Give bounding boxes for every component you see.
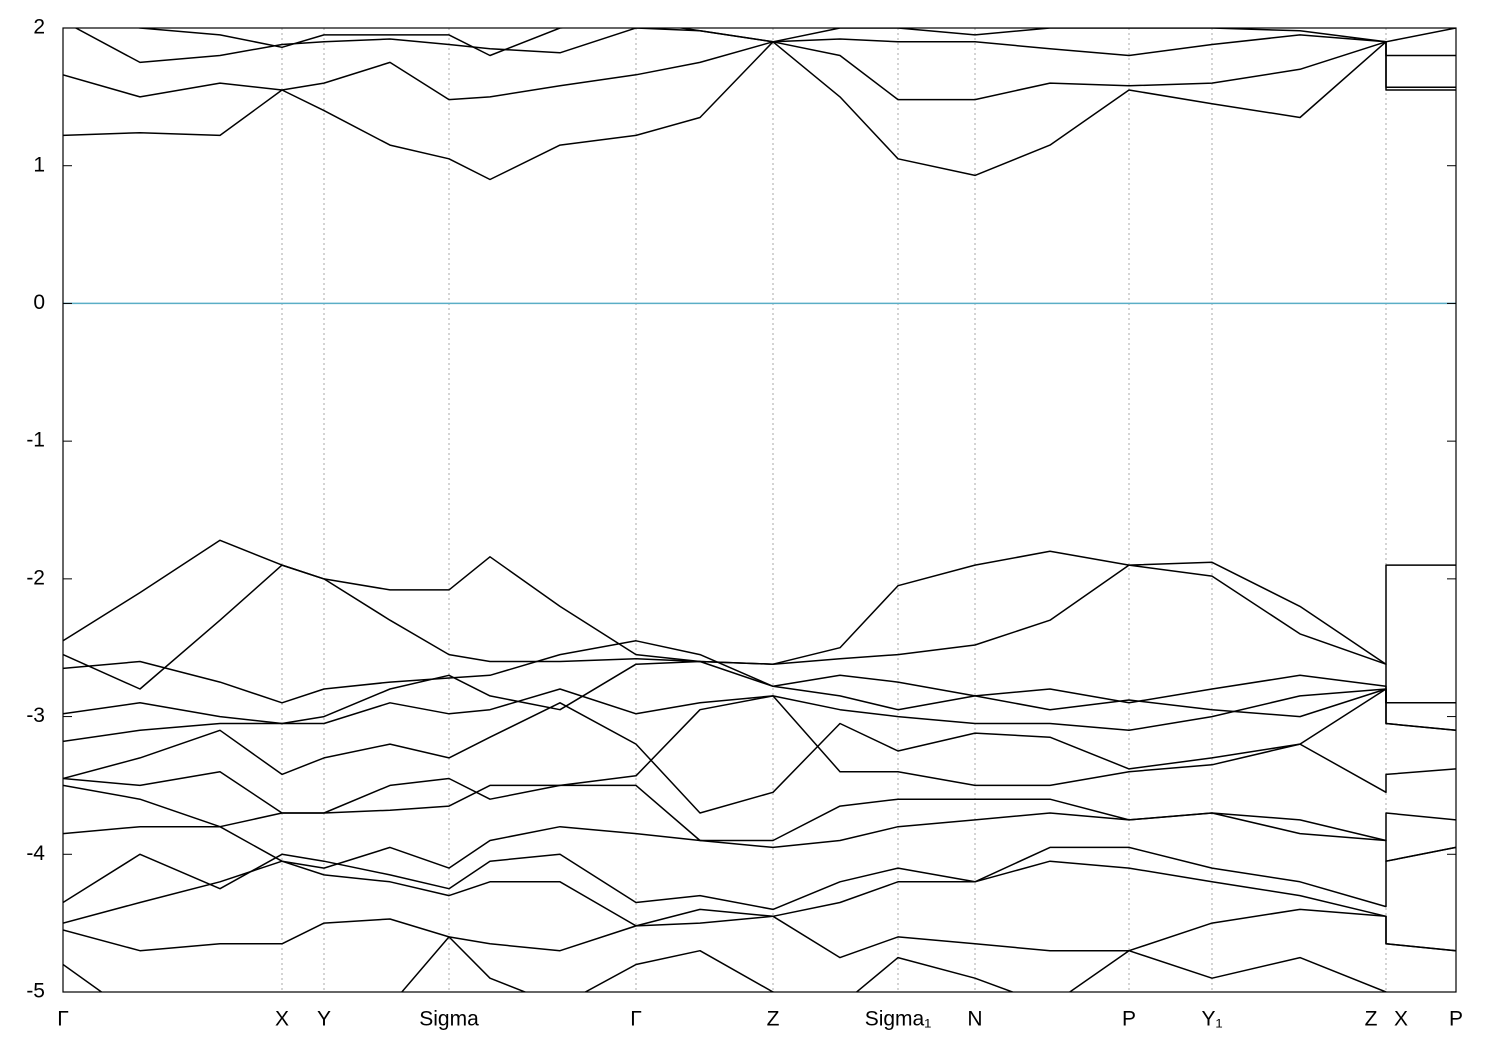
x-tick-label: X — [275, 1008, 289, 1031]
y-tick-label: -1 — [26, 429, 45, 452]
band-line — [63, 908, 1456, 959]
band-line — [63, 640, 1456, 704]
y-tick-label: 1 — [33, 153, 45, 176]
x-tick-label: X — [1394, 1008, 1408, 1031]
band-line — [63, 702, 1456, 814]
y-tick-label: 0 — [33, 291, 45, 314]
x-tick-label: Z — [767, 1008, 780, 1031]
plot-frame — [62, 27, 1457, 993]
band-line — [135, 28, 1456, 57]
x-tick-label: P — [1449, 1008, 1463, 1031]
band-line — [63, 812, 1456, 869]
y-tick-label: -2 — [26, 566, 45, 589]
y-tick-label: -3 — [26, 704, 45, 727]
band-line — [63, 660, 1456, 732]
x-tick-label: Sigma₁ — [865, 1008, 932, 1031]
band-line — [63, 936, 1387, 992]
x-tick-label: Y₁ — [1201, 1008, 1222, 1031]
band-line — [63, 777, 1456, 842]
band-line — [63, 860, 1456, 952]
x-tick-label: Y — [317, 1008, 331, 1031]
band-line — [63, 846, 1456, 911]
x-tick-label: Γ — [57, 1008, 69, 1031]
band-line — [63, 688, 1456, 743]
y-tick-label: 2 — [33, 16, 45, 39]
band-line — [63, 561, 1456, 704]
x-tick-label: Z — [1365, 1008, 1378, 1031]
x-tick-label: Γ — [630, 1008, 642, 1031]
band-layer — [63, 28, 1456, 992]
y-tick-label: -4 — [26, 842, 45, 865]
x-tick-label: N — [967, 1008, 982, 1031]
y-tick-label: -5 — [26, 980, 45, 1003]
band-line — [63, 41, 1456, 181]
band-line — [63, 41, 1456, 101]
x-tick-label: Sigma — [419, 1008, 479, 1031]
x-tick-label: P — [1122, 1008, 1136, 1031]
